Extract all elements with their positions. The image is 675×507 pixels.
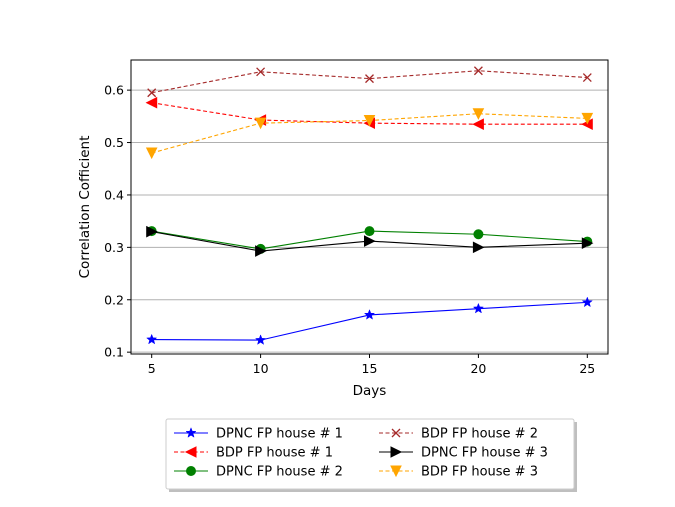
series-1 [146, 296, 593, 345]
legend-marker [185, 427, 197, 438]
legend-item: BDP FP house # 2 [379, 427, 538, 442]
grid-lines [131, 89, 608, 353]
y-tick-label: 0.5 [104, 135, 124, 150]
data-point [364, 235, 376, 247]
series-6 [145, 108, 594, 160]
y-tick-label: 0.2 [104, 292, 124, 307]
data-point [472, 302, 485, 314]
data-point [472, 108, 485, 120]
data-point [472, 118, 484, 131]
legend-label: BDP FP house # 1 [216, 446, 333, 461]
data-point [581, 237, 594, 249]
series-line [151, 70, 588, 94]
legend-label: DPNC FP house # 3 [421, 446, 548, 461]
x-tick-label: 25 [579, 361, 595, 376]
data-point [145, 96, 158, 109]
legend-item: DPNC FP house # 3 [379, 446, 548, 461]
data-point [581, 296, 593, 308]
data-point [146, 225, 158, 238]
series-4 [147, 66, 592, 98]
legend-item: BDP FP house # 1 [174, 446, 333, 461]
data-point [145, 147, 158, 160]
legend-marker [390, 465, 402, 478]
data-point [473, 66, 483, 76]
y-axis-label: Correlation Cofficient [77, 136, 93, 279]
series-line [151, 102, 588, 125]
legend-label: DPNC FP house # 1 [216, 427, 343, 442]
y-tick-label: 0.6 [104, 83, 124, 98]
legend-box [165, 418, 575, 490]
legend-label: BDP FP house # 3 [421, 465, 538, 480]
data-point [581, 112, 594, 125]
legend-marker [391, 428, 401, 438]
data-point [364, 226, 375, 237]
data-point [254, 117, 267, 130]
x-axis-label: Days [353, 383, 387, 399]
y-tick-label: 0.4 [104, 187, 124, 202]
data-point [472, 241, 485, 254]
x-tick-label: 20 [470, 361, 486, 376]
legend-label: BDP FP house # 2 [421, 427, 538, 442]
data-point [256, 67, 266, 77]
data-point [365, 74, 374, 84]
x-tick-label: 15 [362, 361, 378, 376]
data-point [146, 333, 158, 345]
data-point [255, 245, 267, 257]
data-point [582, 73, 592, 83]
legend-marker [184, 446, 197, 458]
data-point [363, 115, 376, 127]
y-tick-label: 0.3 [104, 240, 124, 255]
legend-item: DPNC FP house # 2 [174, 465, 343, 480]
series-5 [146, 225, 594, 257]
data-point [147, 88, 157, 98]
series-group [145, 66, 594, 345]
data-point [473, 229, 484, 240]
y-tick-label: 0.1 [104, 345, 124, 360]
legend: DPNC FP house # 1 BDP FP house # 1 DPNC FP… [165, 418, 577, 492]
legend-marker [390, 446, 403, 458]
axes: 0.1 0.2 0.3 0.4 0.5 0.6 5 10 15 20 25 [104, 83, 595, 376]
legend-item: DPNC FP house # 1 [174, 427, 343, 442]
data-point [254, 334, 267, 345]
x-tick-label: 5 [148, 361, 156, 376]
series-line [151, 301, 588, 341]
data-point [363, 309, 376, 320]
legend-item: BDP FP house # 3 [379, 465, 538, 480]
legend-label: DPNC FP house # 2 [216, 465, 343, 480]
x-tick-label: 10 [253, 361, 269, 376]
legend-marker [186, 466, 196, 476]
